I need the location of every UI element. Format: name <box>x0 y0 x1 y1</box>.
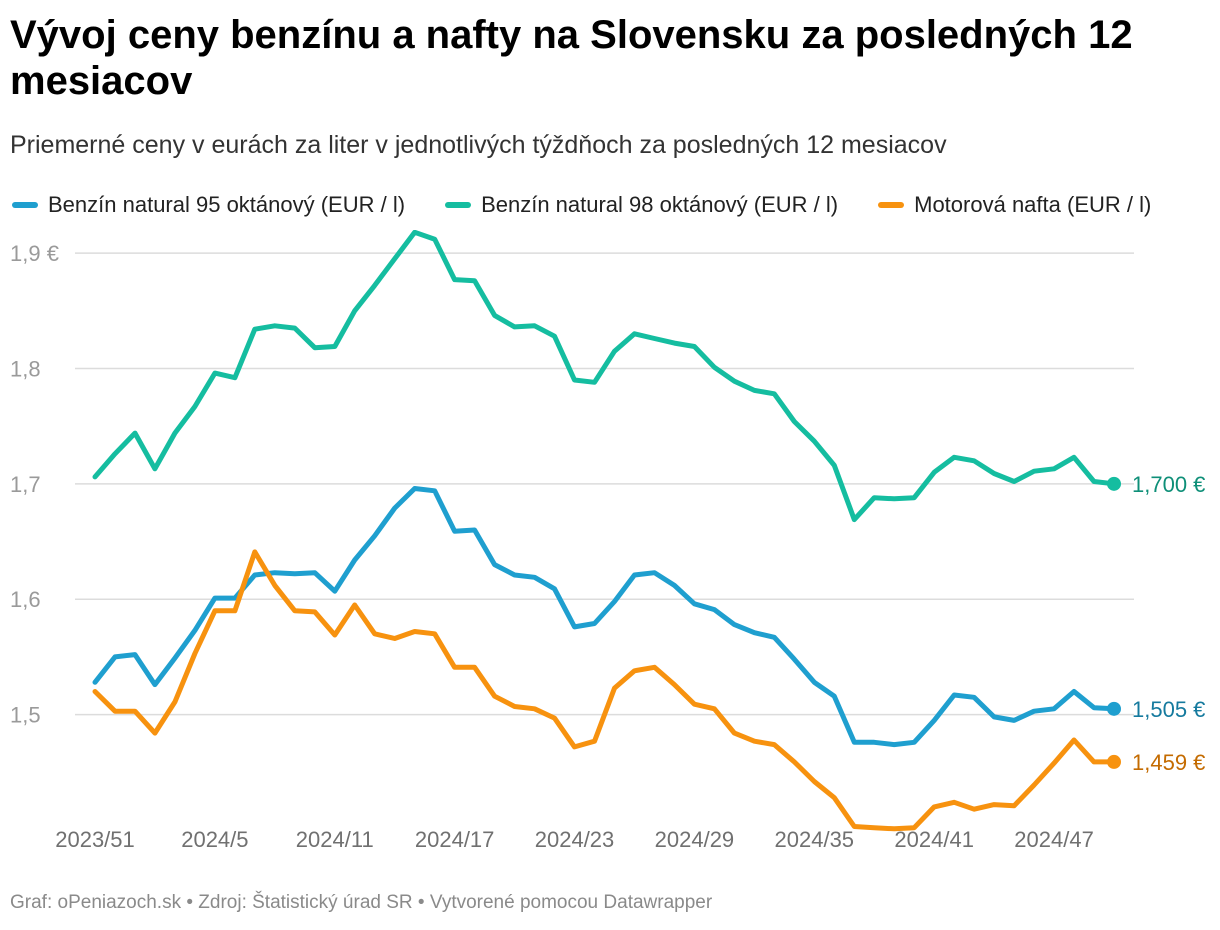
series-end-label: 1,700 € <box>1132 472 1205 497</box>
line-chart: 1,5 1,6 1,7 1,8 1,9 € 2023/51 2024/5 2024/11 202… <box>10 230 1205 852</box>
legend-label-benzin-98: Benzín natural 98 oktánový (EUR / l) <box>481 192 839 217</box>
series-line-1 <box>92 230 1117 523</box>
chart-title: Vývoj ceny benzínu a nafty na Slovensku … <box>10 13 1133 103</box>
x-tick-label: 2024/23 <box>535 827 615 852</box>
y-tick-label: 1,7 <box>10 472 41 497</box>
x-tick-label: 2024/47 <box>1014 827 1094 852</box>
series-end-point <box>1107 476 1121 491</box>
x-tick-label: 2024/17 <box>415 827 495 852</box>
legend-item-benzin-98: Benzín natural 98 oktánový (EUR / l) <box>445 190 838 220</box>
series-line-0 <box>92 486 1117 748</box>
legend-swatch-benzin-98 <box>445 202 472 208</box>
legend-swatch-nafta <box>878 202 905 208</box>
series-end-label: 1,459 € <box>1132 750 1205 775</box>
x-tick-label: 2024/35 <box>775 827 855 852</box>
y-tick-label: 1,8 <box>10 356 41 381</box>
x-tick-label: 2024/41 <box>894 827 974 852</box>
legend-swatch-benzin-95 <box>12 202 38 208</box>
series-end-point <box>1107 754 1121 769</box>
x-tick-label: 2023/51 <box>55 827 135 852</box>
x-tick-label: 2024/29 <box>655 827 735 852</box>
y-tick-label: 1,6 <box>10 587 41 612</box>
legend: Benzín natural 95 oktánový (EUR / l) Ben… <box>12 190 1151 220</box>
source-footer: Graf: oPeniazoch.sk • Zdroj: Štatistický… <box>10 892 713 913</box>
legend-item-benzin-95: Benzín natural 95 oktánový (EUR / l) <box>12 190 405 220</box>
series-end-label: 1,505 € <box>1132 697 1205 722</box>
y-tick-label: 1,5 <box>10 703 41 728</box>
x-tick-label: 2024/5 <box>181 827 248 852</box>
x-tick-label: 2024/11 <box>296 827 374 852</box>
legend-label-nafta: Motorová nafta (EUR / l) <box>914 192 1152 217</box>
y-tick-label: 1,9 € <box>10 241 59 266</box>
series-line-2 <box>92 549 1117 832</box>
legend-item-nafta: Motorová nafta (EUR / l) <box>878 190 1151 220</box>
legend-label-benzin-95: Benzín natural 95 oktánový (EUR / l) <box>48 192 406 217</box>
series-end-point <box>1107 701 1121 716</box>
chart-subtitle: Priemerné ceny v eurách za liter v jedno… <box>10 131 947 159</box>
